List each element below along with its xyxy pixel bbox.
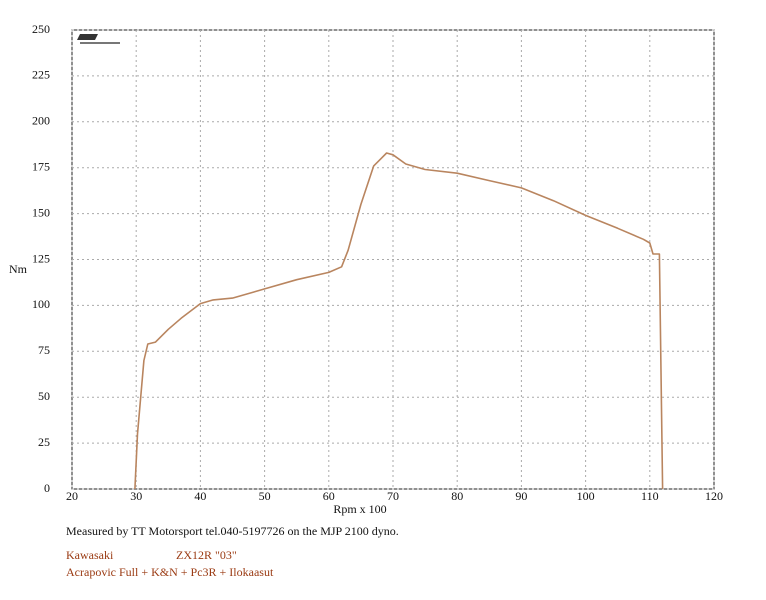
y-tick-label: 175	[32, 159, 50, 173]
x-tick-label: 40	[194, 489, 206, 503]
logo	[77, 34, 120, 44]
x-tick-label: 30	[130, 489, 142, 503]
y-tick-label: 200	[32, 114, 50, 128]
y-tick-label: 125	[32, 251, 50, 265]
x-tick-label: 80	[451, 489, 463, 503]
y-tick-label: 50	[38, 389, 50, 403]
x-tick-label: 100	[577, 489, 595, 503]
x-tick-label: 70	[387, 489, 399, 503]
model: ZX12R "03"	[176, 548, 237, 562]
torque-curve	[134, 152, 664, 490]
modifications: Acrapovic Full + K&N + Pc3R + Ilokaasut	[66, 565, 274, 579]
x-tick-label: 20	[66, 489, 78, 503]
y-axis-label: Nm	[9, 262, 28, 276]
x-tick-label: 120	[705, 489, 723, 503]
x-axis-label: Rpm x 100	[333, 502, 386, 516]
y-tick-label: 25	[38, 435, 50, 449]
y-tick-label: 150	[32, 205, 50, 219]
x-tick-label: 50	[259, 489, 271, 503]
y-tick-label: 0	[44, 481, 50, 495]
y-tick-label: 100	[32, 297, 50, 311]
y-tick-label: 225	[32, 68, 50, 82]
x-tick-label: 110	[641, 489, 659, 503]
make: Kawasaki	[66, 548, 114, 562]
y-tick-label: 75	[38, 343, 50, 357]
x-tick-label: 90	[515, 489, 527, 503]
x-tick-label: 60	[323, 489, 335, 503]
y-tick-label: 250	[32, 22, 50, 36]
note: Measured by TT Motorsport tel.040-519772…	[66, 524, 399, 538]
